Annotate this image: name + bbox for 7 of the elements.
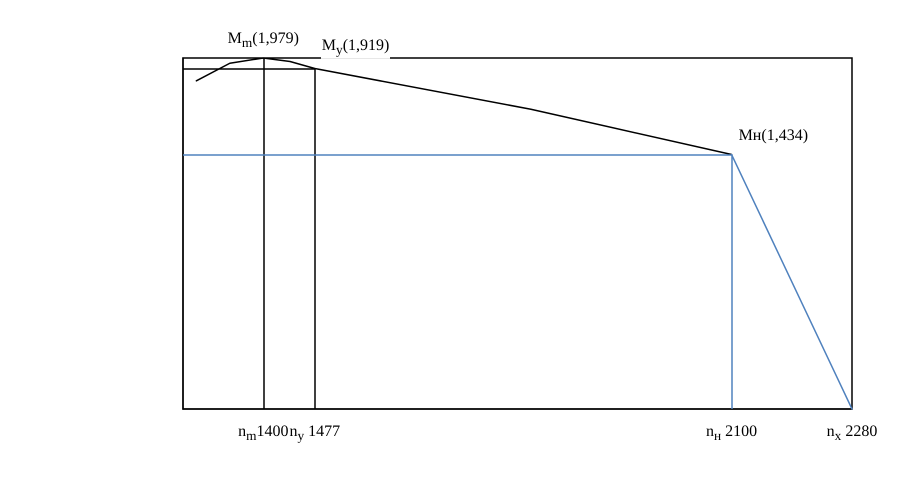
x-tick-label: n$_{у}$ 1477 [288, 423, 342, 446]
x-tick-label: n$_{н}$ 2100 [705, 423, 758, 446]
annotation: M$_{у}$(1,919) [320, 36, 390, 59]
annotation: Mн(1,434) [738, 126, 810, 145]
x-tick-label: n$_{m}$1400 [237, 423, 290, 446]
x-tick-label: n$_{х}$ 2280 [826, 423, 878, 446]
annotation: M$_{m}$(1,979) [226, 30, 300, 52]
